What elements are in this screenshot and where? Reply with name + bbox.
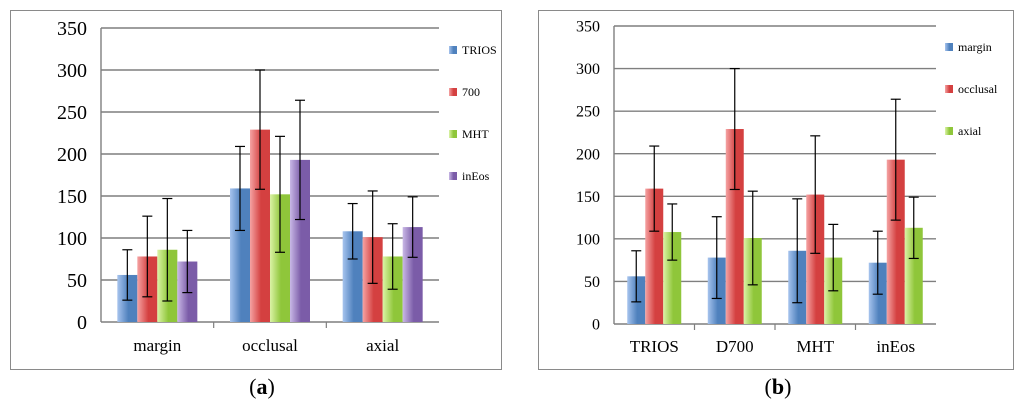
y-tick-label: 200	[576, 146, 600, 163]
y-tick-label: 100	[57, 228, 87, 250]
y-tick-label: 150	[57, 186, 87, 208]
bar-occlusal-d700	[725, 129, 744, 324]
y-tick-label: 50	[67, 270, 87, 292]
legend-swatch-mht	[449, 130, 457, 138]
chart-b: 0 50 100 150 200 250 300 350 TRIOS D700 MHT inEos ma…	[576, 19, 998, 356]
legend-swatch-axial	[945, 127, 953, 135]
y-tick-label: 350	[57, 18, 87, 40]
caption-a: (a)	[249, 374, 275, 399]
caption-b: (b)	[764, 374, 792, 399]
x-tick-label-margin: margin	[133, 336, 181, 355]
y-tick-label: 100	[576, 231, 600, 248]
bar-axial-trios	[663, 232, 682, 324]
legend-swatch-occlusal	[945, 85, 953, 93]
y-tick-label: 0	[592, 317, 600, 334]
chart-panel-a: 0 50 100 150 200 250 300 350 margin occlusal axial…	[10, 10, 502, 370]
x-tick-label-ineos: inEos	[876, 337, 915, 356]
x-tick-label-axial: axial	[366, 336, 399, 355]
bar-mht-occlusal	[270, 194, 290, 322]
chart-panel-b: 0 50 100 150 200 250 300 350 TRIOS D700 MHT inEos ma…	[538, 10, 1014, 370]
legend-swatch-margin	[945, 43, 953, 51]
legend-label-ineos: inEos	[462, 169, 490, 183]
chart-a: 0 50 100 150 200 250 300 350 margin occlusal axial…	[57, 18, 497, 355]
legend-label-axial: axial	[958, 124, 982, 138]
legend-label-occlusal: occlusal	[958, 82, 998, 96]
legend-label-mht: MHT	[462, 127, 489, 141]
bar-occlusal-trios	[645, 188, 664, 324]
bar-occlusal-ineos	[886, 159, 905, 324]
y-tick-label: 0	[77, 312, 87, 334]
x-tick-label-occlusal: occlusal	[242, 336, 298, 355]
bar-occlusal-mht	[806, 194, 825, 324]
y-tick-label: 250	[576, 104, 600, 121]
bar-trios-axial	[342, 231, 363, 322]
legend-swatch-trios	[449, 46, 457, 54]
bar-ineos-axial	[402, 227, 423, 322]
y-tick-label: 50	[584, 274, 600, 291]
x-tick-label-trios: TRIOS	[630, 337, 679, 356]
bar-trios-occlusal	[230, 188, 250, 322]
legend-swatch-ineos	[449, 172, 457, 180]
x-tick-label-d700: D700	[716, 337, 754, 356]
y-tick-label: 300	[57, 60, 87, 82]
legend-swatch-700	[449, 88, 457, 96]
y-tick-label: 300	[576, 61, 600, 78]
legend-label-trios: TRIOS	[462, 43, 497, 57]
y-tick-label: 200	[57, 144, 87, 166]
y-tick-label: 350	[576, 19, 600, 36]
y-tick-label: 250	[57, 102, 87, 124]
bar-ineos-occlusal	[290, 159, 310, 322]
x-tick-label-mht: MHT	[796, 337, 834, 356]
bar-700-occlusal	[250, 129, 270, 322]
legend-label-700: 700	[462, 85, 480, 99]
bar-axial-ineos	[904, 227, 923, 324]
legend-label-margin: margin	[958, 40, 992, 54]
y-tick-label: 150	[576, 189, 600, 206]
